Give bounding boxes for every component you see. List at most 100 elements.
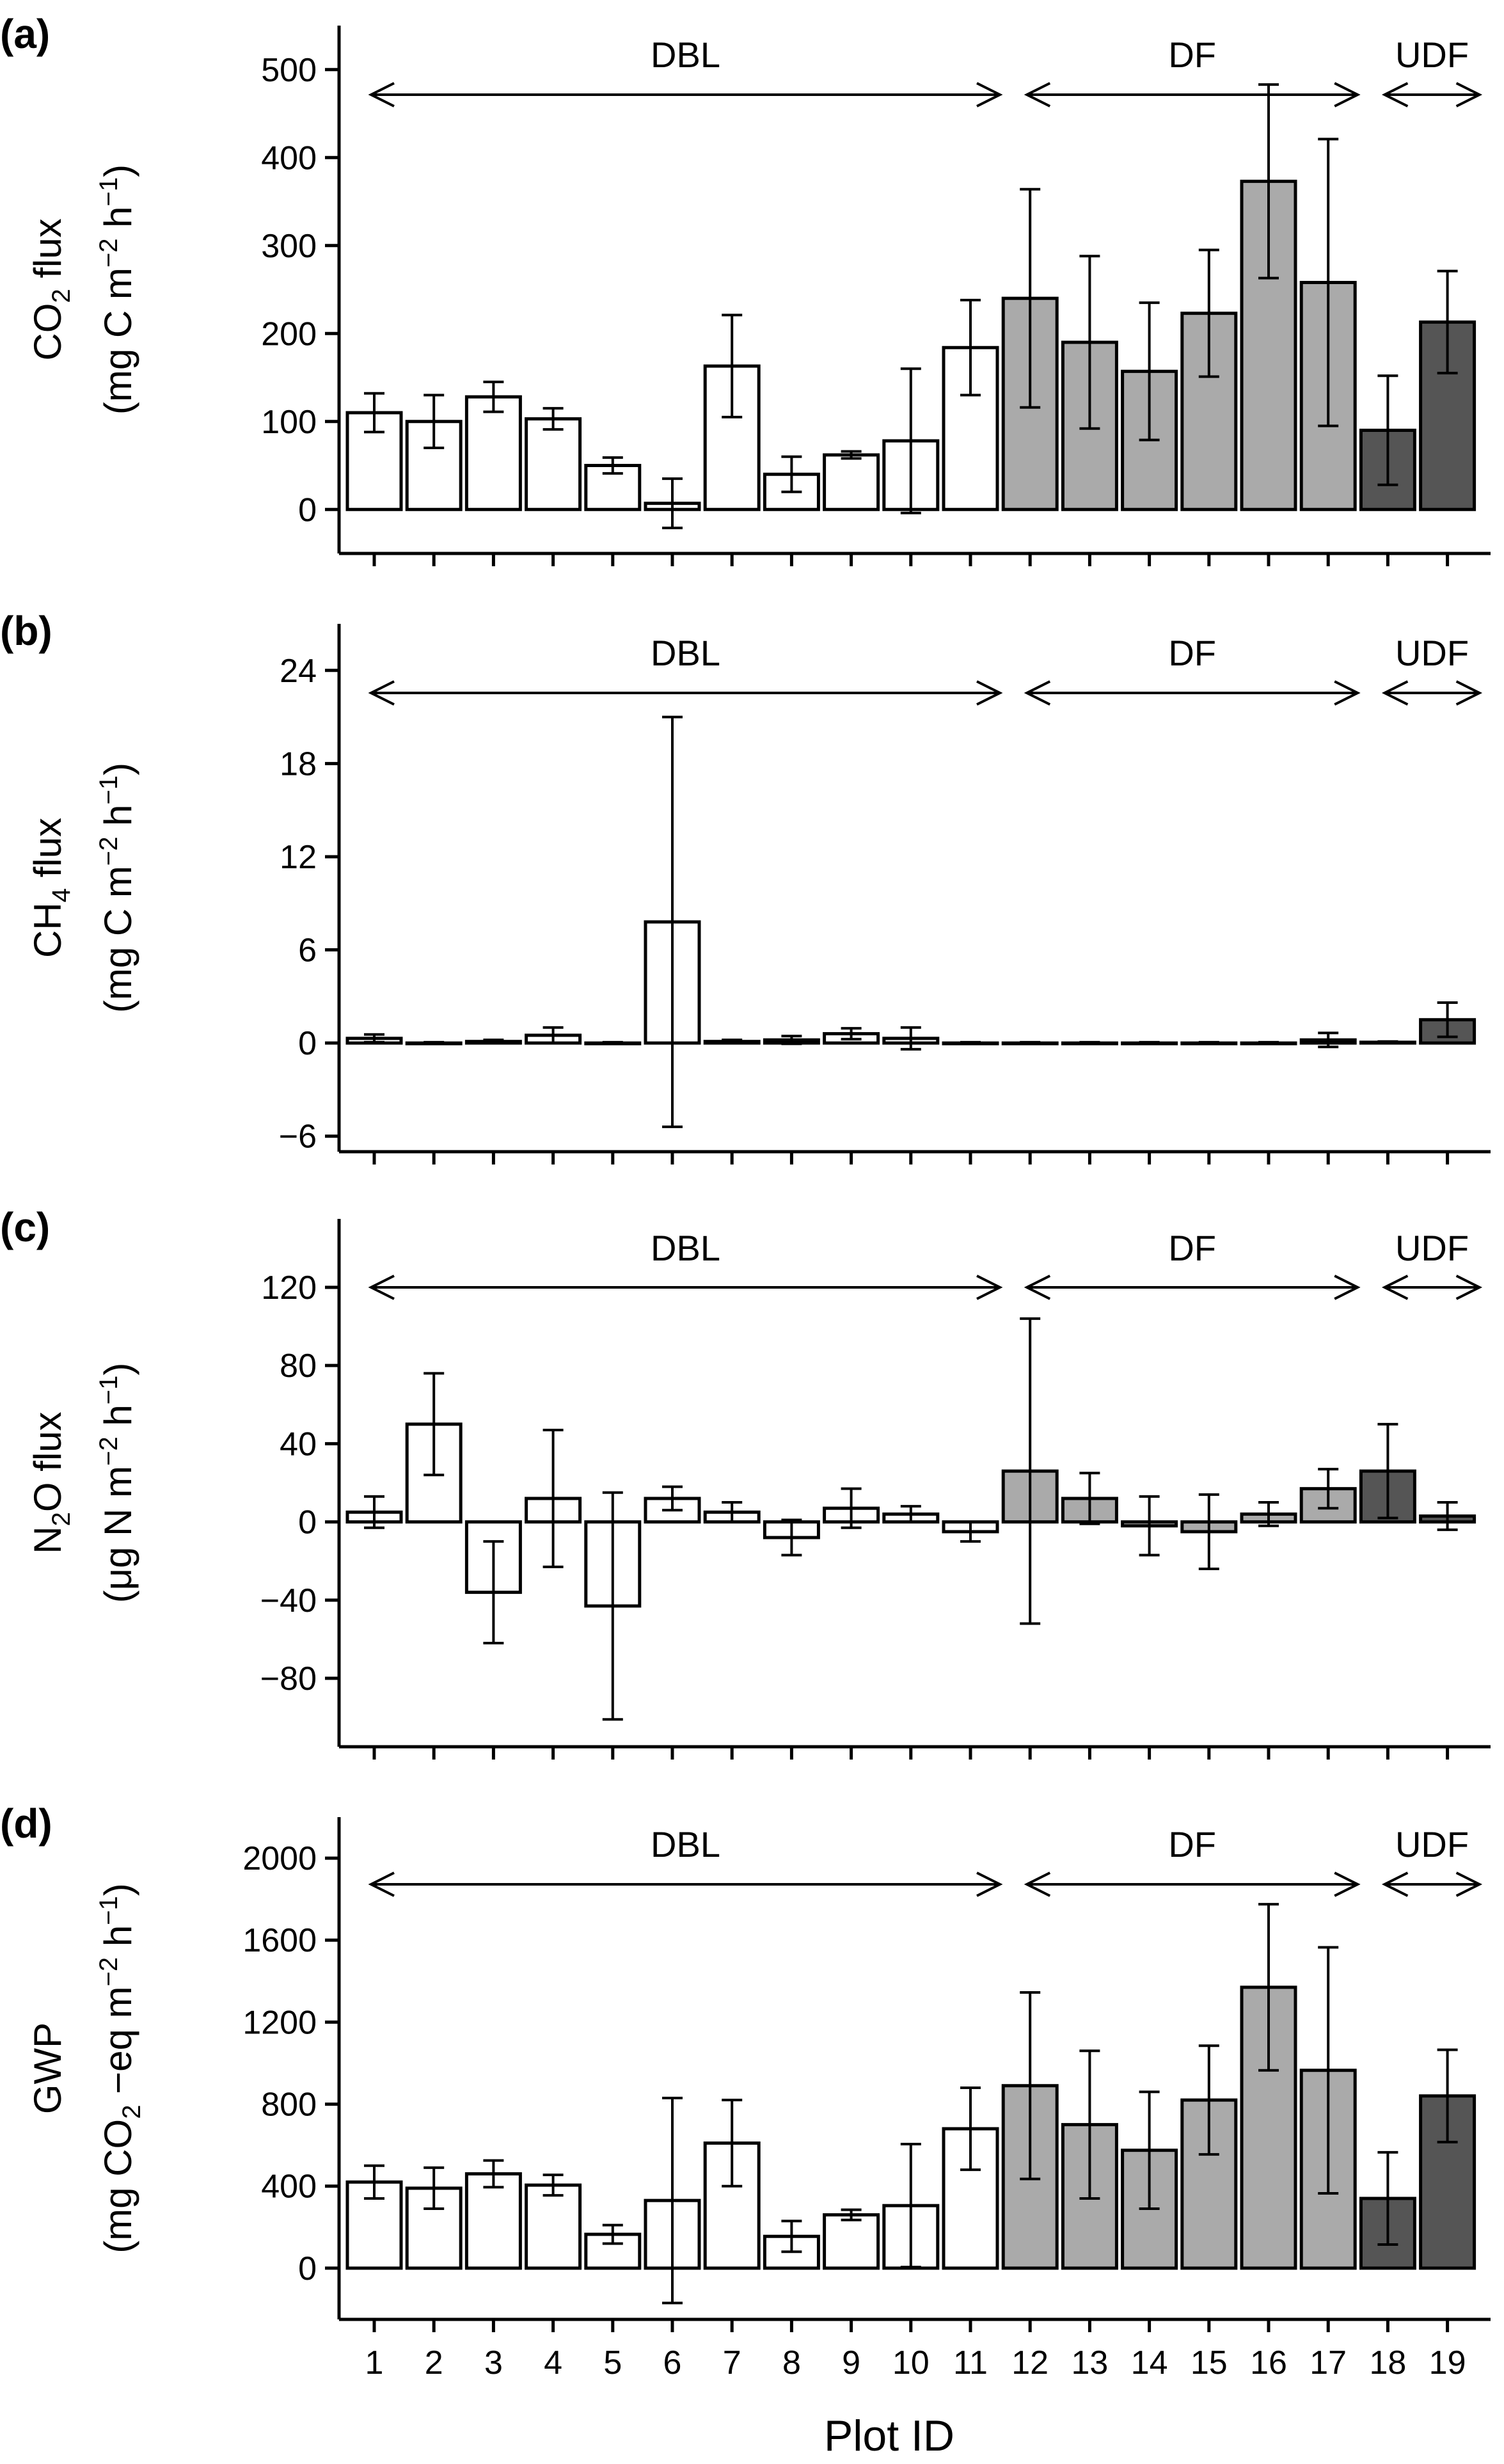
y-axis-title-line2: (μg N m−2 h−1) [95, 1363, 139, 1603]
error-bar-plot-4 [542, 1429, 564, 1568]
y-tick-label: 300 [261, 228, 317, 265]
region-label-dbl: DBL [651, 1228, 720, 1268]
error-bar-plot-4 [542, 407, 564, 431]
arrowhead-right [1455, 680, 1483, 706]
x-tick-label: 7 [723, 2344, 741, 2381]
y-tick-label: 0 [298, 1504, 317, 1541]
panel-c: (c) 120 80 40 0 −40 −80 N2O flux (μg N m−2 h−1) D… [0, 1204, 1491, 1760]
region-label-df: DF [1168, 633, 1216, 673]
error-bar-plot-8 [781, 2220, 802, 2253]
y-tick-label: 0 [298, 2250, 317, 2287]
arrowhead-left [368, 1872, 395, 1897]
region-label-dbl: DBL [651, 1824, 720, 1864]
error-bar-plot-18 [1377, 374, 1398, 486]
error-bar-plot-17 [1318, 138, 1339, 427]
x-tick-label: 5 [603, 2344, 622, 2381]
y-tick-label: 400 [261, 2168, 317, 2206]
error-bar-plot-16 [1258, 83, 1279, 280]
region-label-udf: UDF [1395, 35, 1469, 75]
error-bar-plot-10 [900, 1505, 921, 1523]
arrowhead-right [1334, 680, 1361, 706]
error-bar-plot-10 [900, 2143, 921, 2269]
arrowhead-right [1334, 82, 1361, 107]
y-tick-label: 100 [261, 404, 317, 441]
arrowhead-right [1334, 1872, 1361, 1897]
error-bar-plot-2 [423, 393, 445, 449]
error-bar-plot-5 [602, 2223, 623, 2245]
error-bar-plot-15 [1198, 1040, 1219, 1045]
y-tick-label: 6 [298, 932, 317, 969]
panel-label: (a) [0, 11, 50, 57]
arrowhead-left [1024, 1275, 1051, 1300]
bar-plot-5 [584, 464, 642, 511]
bar-plot-3 [464, 395, 522, 511]
x-tick-label: 4 [544, 2344, 562, 2381]
bar-plot-4 [525, 2183, 582, 2270]
panel-label: (c) [0, 1204, 50, 1250]
x-tick-label: 15 [1191, 2344, 1228, 2381]
error-bar-plot-9 [841, 450, 862, 460]
y-axis-title: CO2 flux (mg C m−2 h−1) [26, 164, 139, 415]
error-bar-plot-13 [1079, 1040, 1100, 1045]
error-bar-plot-12 [1020, 1991, 1041, 2181]
panel-a: (a) 500 400 300 200 100 0 CO2 flux (mg C m−2 h−1… [0, 11, 1491, 566]
error-bar-plot-11 [960, 2086, 981, 2172]
region-label-udf: UDF [1395, 1228, 1469, 1268]
y-tick-label: 400 [261, 139, 317, 177]
error-bar-plot-2 [423, 1040, 445, 1045]
region-label-udf: UDF [1395, 633, 1469, 673]
x-tick-label: 16 [1250, 2344, 1287, 2381]
y-tick-label: 500 [261, 52, 317, 89]
error-bar-plot-11 [960, 1040, 981, 1045]
arrowhead-right [1455, 82, 1483, 107]
error-bar-plot-13 [1079, 1472, 1100, 1525]
error-bar-plot-14 [1139, 1040, 1160, 1045]
y-tick-label: 12 [280, 839, 317, 876]
arrowhead-left [1381, 1872, 1409, 1897]
error-bar-plot-7 [722, 2099, 743, 2188]
error-bar-plot-2 [423, 2166, 445, 2210]
y-axis-title-line2: (mg C m−2 h−1) [95, 763, 139, 1013]
region-label-udf: UDF [1395, 1824, 1469, 1864]
error-bar-plot-12 [1020, 1317, 1041, 1625]
y-axis-title: GWP (mg CO2 −eq m−2 h−1) [26, 1883, 146, 2253]
arrowhead-left [1024, 1872, 1051, 1897]
error-bar-plot-2 [423, 1372, 445, 1477]
y-tick-label: 800 [261, 2086, 317, 2124]
error-bar-plot-13 [1079, 255, 1100, 430]
error-bar-plot-6 [662, 2096, 683, 2305]
error-bar-plot-14 [1139, 1495, 1160, 1557]
y-tick-label: 0 [298, 491, 317, 529]
error-bar-plot-14 [1139, 301, 1160, 441]
error-bar-plot-8 [781, 1518, 802, 1557]
region-label-dbl: DBL [651, 633, 720, 673]
error-bar-plot-13 [1079, 2049, 1100, 2200]
y-axis-title-line2: (mg CO2 −eq m−2 h−1) [95, 1883, 146, 2253]
error-bar-plot-7 [722, 314, 743, 418]
bar-plot-9 [823, 453, 880, 511]
x-tick-label: 11 [953, 2344, 988, 2381]
error-bar-plot-19 [1437, 1001, 1458, 1038]
error-bar-plot-15 [1198, 1493, 1219, 1570]
error-bar-plot-18 [1377, 2150, 1398, 2246]
error-bar-plot-1 [364, 2164, 384, 2200]
x-tick-labels: 1 2 3 4 5 6 7 8 9 10 11 12 13 14 15 16 17 18 19 [365, 2344, 1466, 2381]
arrowhead-right [1455, 1872, 1483, 1897]
x-tick-label: 6 [663, 2344, 682, 2381]
panel-b: (b) 24 18 12 6 0 −6 CH4 flux (mg C m−2 h−1) DBL DF… [0, 608, 1491, 1164]
x-tick-label: 19 [1429, 2344, 1466, 2381]
bar-plot-3 [464, 2172, 522, 2270]
arrowhead-right [976, 1872, 1003, 1897]
x-tick-label: 18 [1369, 2344, 1406, 2381]
error-bar-plot-19 [1437, 2048, 1458, 2143]
y-axis-title: N2O flux (μg N m−2 h−1) [26, 1363, 139, 1603]
arrowhead-left [1381, 1275, 1409, 1300]
y-tick-label: −6 [279, 1118, 317, 1156]
error-bar-plot-7 [722, 1038, 743, 1045]
y-axis-title-line1: GWP [26, 2023, 69, 2114]
y-tick-label: −40 [260, 1582, 317, 1619]
bar-plot-4 [525, 417, 582, 511]
arrowhead-right [976, 1275, 1003, 1300]
